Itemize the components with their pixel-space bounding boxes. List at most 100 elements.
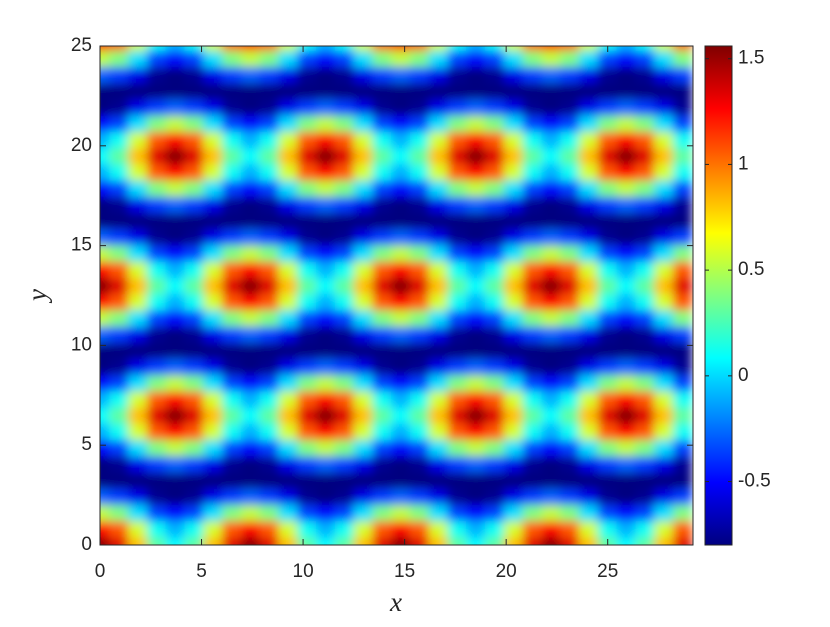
- heatmap-cell: [316, 423, 336, 441]
- heatmap-cell: [297, 358, 317, 376]
- heatmap-cell: [222, 326, 242, 343]
- heatmap-cell: [100, 66, 110, 84]
- heatmap-cell: [579, 82, 599, 100]
- heatmap-cell: [428, 488, 449, 505]
- heatmap-cell: [334, 520, 355, 538]
- heatmap-cell: [654, 293, 674, 311]
- heatmap-cell: [278, 46, 298, 51]
- heatmap-cell: [409, 180, 430, 197]
- heatmap-cell: [184, 374, 204, 392]
- heatmap-cell: [184, 504, 204, 522]
- heatmap-cell: [100, 293, 110, 311]
- heatmap-cell: [597, 342, 618, 359]
- heatmap-cell: [128, 455, 148, 473]
- heatmap-cell: [616, 455, 636, 473]
- heatmap-cell: [259, 390, 279, 408]
- heatmap-cell: [541, 277, 561, 295]
- heatmap-cell: [672, 66, 693, 84]
- heatmap-cell: [222, 374, 242, 392]
- heatmap-cell: [334, 131, 355, 149]
- heatmap-cell: [278, 50, 298, 68]
- heatmap-cell: [541, 131, 561, 149]
- heatmap-cell: [522, 66, 542, 84]
- heatmap-cell: [635, 147, 655, 165]
- heatmap-cell: [428, 439, 449, 457]
- heatmap-cell: [635, 326, 655, 343]
- heatmap-cell: [428, 82, 449, 100]
- heatmap-cell: [372, 228, 392, 246]
- heatmap-cell: [579, 390, 599, 408]
- heatmap-cell: [128, 50, 148, 68]
- heatmap-cell: [278, 66, 298, 84]
- heatmap-cell: [184, 66, 204, 84]
- heatmap-cell: [616, 99, 636, 116]
- heatmap-cell: [316, 472, 336, 489]
- heatmap-cell: [353, 66, 373, 84]
- heatmap-cell: [635, 358, 655, 376]
- heatmap-cell: [579, 277, 599, 295]
- heatmap-cell: [184, 50, 204, 68]
- heatmap-cell: [428, 180, 449, 197]
- heatmap-cell: [146, 82, 167, 100]
- heatmap-cell: [522, 293, 542, 311]
- heatmap-cell: [428, 66, 449, 84]
- heatmap-cell: [391, 407, 411, 424]
- heatmap-cell: [503, 358, 524, 376]
- heatmap-cell: [240, 212, 261, 230]
- heatmap-cell: [560, 358, 580, 376]
- heatmap-cell: [597, 472, 618, 489]
- heatmap-cell: [654, 455, 674, 473]
- heatmap-cell: [184, 439, 204, 457]
- heatmap-cell: [240, 407, 261, 424]
- heatmap-cell: [447, 390, 467, 408]
- heatmap-cell: [597, 212, 618, 230]
- heatmap-cell: [635, 66, 655, 84]
- heatmap-cell: [100, 163, 110, 181]
- x-tick-label: 20: [496, 561, 517, 582]
- heatmap-cell: [597, 244, 618, 262]
- heatmap-cell: [109, 244, 129, 262]
- heatmap-cell: [616, 277, 636, 295]
- heatmap-cell: [372, 342, 392, 359]
- heatmap-cell: [503, 520, 524, 538]
- heatmap-cell: [597, 115, 618, 132]
- heatmap-cell: [654, 147, 674, 165]
- heatmap-cell: [672, 472, 693, 489]
- heatmap-cell: [466, 488, 486, 505]
- heatmap-cell: [100, 147, 110, 165]
- heatmap-cell: [334, 423, 355, 441]
- heatmap-cell: [503, 131, 524, 149]
- heatmap-cell: [372, 293, 392, 311]
- heatmap-cell: [409, 46, 430, 51]
- heatmap-cell: [391, 66, 411, 84]
- heatmap-cell: [334, 147, 355, 165]
- heatmap-cell: [560, 261, 580, 278]
- heatmap-cell: [278, 536, 298, 545]
- heatmap-cell: [259, 99, 279, 116]
- heatmap-cell: [165, 66, 186, 84]
- heatmap-cell: [109, 82, 129, 100]
- heatmap-cell: [259, 180, 279, 197]
- heatmap-cell: [222, 407, 242, 424]
- heatmap-cell: [203, 66, 223, 84]
- heatmap-cell: [522, 520, 542, 538]
- heatmap-cell: [485, 180, 505, 197]
- heatmap-cell: [672, 407, 693, 424]
- heatmap-cell: [579, 520, 599, 538]
- heatmap-cell: [635, 472, 655, 489]
- heatmap-cell: [635, 50, 655, 68]
- heatmap-cell: [579, 342, 599, 359]
- heatmap-cell: [259, 358, 279, 376]
- heatmap-cell: [522, 147, 542, 165]
- heatmap-cell: [240, 488, 261, 505]
- heatmap-cell: [409, 82, 430, 100]
- heatmap-cell: [428, 228, 449, 246]
- heatmap-cell: [597, 439, 618, 457]
- heatmap-cell: [672, 228, 693, 246]
- heatmap-cell: [353, 536, 373, 545]
- heatmap-cell: [597, 455, 618, 473]
- heatmap-cell: [503, 50, 524, 68]
- heatmap-cell: [466, 99, 486, 116]
- heatmap-cell: [616, 115, 636, 132]
- heatmap-cell: [128, 390, 148, 408]
